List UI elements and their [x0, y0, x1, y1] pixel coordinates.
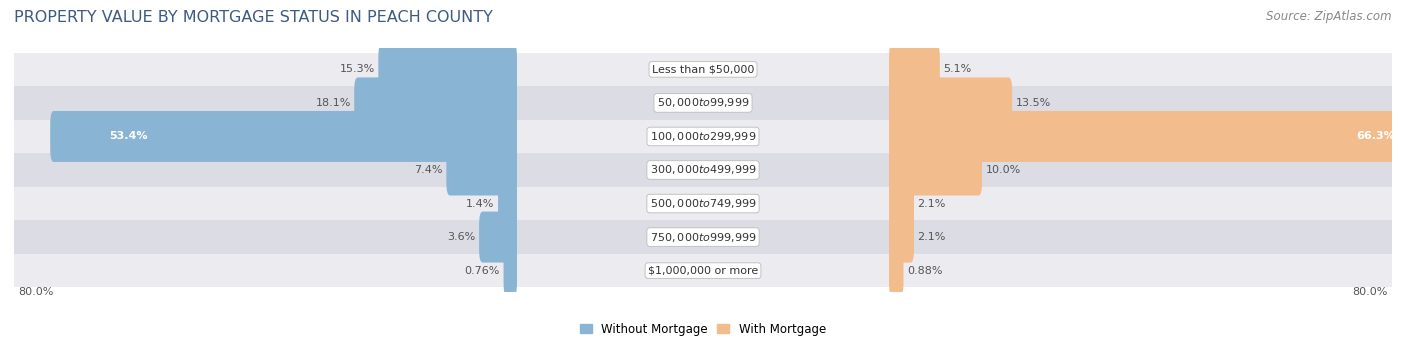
- Text: PROPERTY VALUE BY MORTGAGE STATUS IN PEACH COUNTY: PROPERTY VALUE BY MORTGAGE STATUS IN PEA…: [14, 10, 494, 25]
- FancyBboxPatch shape: [446, 144, 517, 196]
- Text: $500,000 to $749,999: $500,000 to $749,999: [650, 197, 756, 210]
- Text: 0.76%: 0.76%: [465, 266, 501, 276]
- FancyBboxPatch shape: [889, 211, 914, 262]
- FancyBboxPatch shape: [889, 178, 914, 229]
- FancyBboxPatch shape: [503, 245, 517, 296]
- Text: Source: ZipAtlas.com: Source: ZipAtlas.com: [1267, 10, 1392, 23]
- Text: 3.6%: 3.6%: [447, 232, 475, 242]
- FancyBboxPatch shape: [889, 245, 904, 296]
- FancyBboxPatch shape: [354, 78, 517, 129]
- FancyBboxPatch shape: [51, 111, 517, 162]
- Text: $100,000 to $299,999: $100,000 to $299,999: [650, 130, 756, 143]
- Text: 7.4%: 7.4%: [415, 165, 443, 175]
- Text: 2.1%: 2.1%: [918, 232, 946, 242]
- Text: 66.3%: 66.3%: [1357, 132, 1395, 141]
- Text: $300,000 to $499,999: $300,000 to $499,999: [650, 164, 756, 176]
- Text: 13.5%: 13.5%: [1015, 98, 1050, 108]
- Text: 80.0%: 80.0%: [1353, 287, 1388, 298]
- Text: $50,000 to $99,999: $50,000 to $99,999: [657, 97, 749, 109]
- Bar: [14, 153, 1392, 187]
- Bar: [14, 86, 1392, 120]
- Bar: [14, 254, 1392, 287]
- Text: 5.1%: 5.1%: [943, 64, 972, 74]
- Bar: [14, 220, 1392, 254]
- FancyBboxPatch shape: [889, 144, 981, 196]
- FancyBboxPatch shape: [479, 211, 517, 262]
- Text: 2.1%: 2.1%: [918, 199, 946, 208]
- Bar: [14, 120, 1392, 153]
- Text: $750,000 to $999,999: $750,000 to $999,999: [650, 231, 756, 243]
- FancyBboxPatch shape: [378, 44, 517, 95]
- Text: 15.3%: 15.3%: [340, 64, 375, 74]
- Bar: [14, 187, 1392, 220]
- Text: 1.4%: 1.4%: [467, 199, 495, 208]
- FancyBboxPatch shape: [889, 44, 939, 95]
- Text: $1,000,000 or more: $1,000,000 or more: [648, 266, 758, 276]
- Text: 10.0%: 10.0%: [986, 165, 1021, 175]
- Text: Less than $50,000: Less than $50,000: [652, 64, 754, 74]
- Text: 0.88%: 0.88%: [907, 266, 942, 276]
- Text: 53.4%: 53.4%: [108, 132, 148, 141]
- FancyBboxPatch shape: [889, 78, 1012, 129]
- Text: 18.1%: 18.1%: [315, 98, 350, 108]
- Bar: [14, 53, 1392, 86]
- FancyBboxPatch shape: [498, 178, 517, 229]
- Text: 80.0%: 80.0%: [18, 287, 53, 298]
- Legend: Without Mortgage, With Mortgage: Without Mortgage, With Mortgage: [575, 318, 831, 340]
- FancyBboxPatch shape: [889, 111, 1406, 162]
